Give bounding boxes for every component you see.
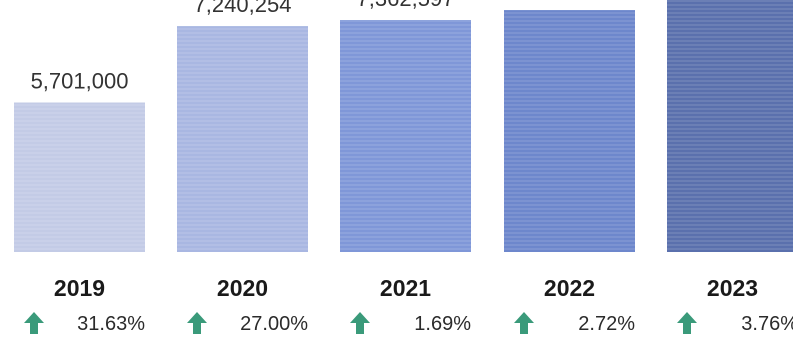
category-label-2020: 2020	[217, 275, 268, 301]
value-label-2020: 7,240,254	[194, 0, 292, 17]
up-arrow-icon	[187, 312, 207, 334]
growth-label-2021: 1.69%	[414, 313, 471, 335]
bar-texture-2023	[667, 0, 793, 253]
bar-texture-2022	[504, 10, 635, 252]
growth-label-2020: 27.00%	[240, 313, 308, 335]
category-label-2021: 2021	[380, 275, 431, 301]
up-arrow-icon	[24, 312, 44, 334]
value-label-2019: 5,701,000	[31, 69, 129, 94]
category-labels-group: 2019 2020 2021 2022 2023	[54, 275, 758, 301]
bar-texture-2019	[14, 102, 145, 253]
growth-label-2022: 2.72%	[578, 313, 635, 335]
value-label-2022: 7,563,005	[521, 0, 619, 1]
growth-indicators-group: 31.63% 27.00% 1.69% 2.72% 3.76%	[24, 312, 793, 335]
up-arrow-icon	[514, 312, 534, 334]
bar-texture-2021	[340, 20, 471, 252]
growth-label-2019: 31.63%	[77, 313, 145, 335]
up-arrow-icon	[677, 312, 697, 334]
bar-texture-2020	[177, 26, 308, 252]
category-label-2023: 2023	[707, 275, 758, 301]
category-label-2022: 2022	[544, 275, 595, 301]
up-arrow-icon	[350, 312, 370, 334]
bars-group	[14, 0, 793, 253]
value-labels-group: 5,701,0007,240,2547,362,5977,563,0057,84…	[31, 0, 619, 94]
growth-label-2023: 3.76%	[741, 313, 793, 335]
value-label-2021: 7,362,597	[357, 0, 455, 11]
category-label-2019: 2019	[54, 275, 105, 301]
